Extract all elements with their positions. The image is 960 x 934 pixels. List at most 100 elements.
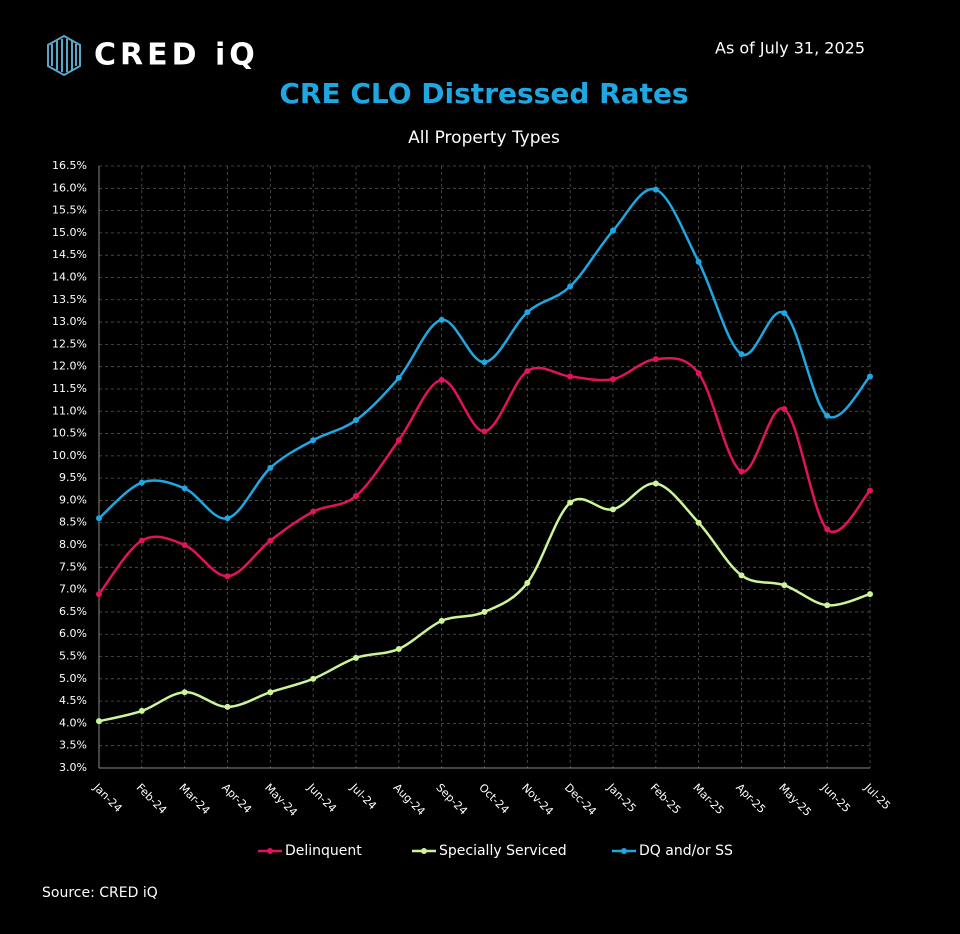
point bbox=[267, 689, 274, 696]
y-tick-label: 7.0% bbox=[59, 583, 87, 596]
point bbox=[395, 374, 402, 381]
point bbox=[138, 537, 145, 544]
legend-marker bbox=[267, 848, 273, 854]
point bbox=[867, 373, 873, 380]
point bbox=[567, 283, 574, 290]
legend-label: Specially Serviced bbox=[439, 843, 567, 859]
point bbox=[138, 479, 145, 486]
point bbox=[567, 499, 574, 506]
y-tick-label: 13.5% bbox=[52, 293, 87, 306]
y-tick-label: 6.5% bbox=[59, 605, 87, 618]
y-tick-label: 12.0% bbox=[52, 360, 87, 373]
as-of: As of July 31, 2025 bbox=[715, 39, 865, 58]
point bbox=[524, 579, 531, 586]
point bbox=[695, 258, 702, 265]
point bbox=[481, 359, 488, 366]
point bbox=[781, 310, 788, 317]
y-tick-label: 14.0% bbox=[52, 270, 87, 283]
y-tick-label: 6.0% bbox=[59, 627, 87, 640]
point bbox=[438, 316, 445, 323]
point bbox=[781, 582, 788, 589]
point bbox=[181, 689, 188, 696]
y-tick-label: 13.0% bbox=[52, 315, 87, 328]
point bbox=[395, 645, 402, 652]
point bbox=[224, 573, 231, 580]
point bbox=[310, 508, 317, 515]
point bbox=[610, 506, 616, 513]
logo-icon bbox=[47, 34, 81, 77]
point bbox=[96, 515, 102, 522]
point bbox=[652, 356, 659, 363]
y-tick-label: 15.5% bbox=[52, 204, 87, 217]
point bbox=[438, 377, 445, 384]
y-tick-label: 5.5% bbox=[59, 650, 87, 663]
source: Source: CRED iQ bbox=[42, 885, 158, 901]
y-tick-label: 11.0% bbox=[52, 404, 87, 417]
y-tick-label: 5.0% bbox=[59, 672, 87, 685]
point bbox=[181, 485, 188, 492]
y-tick-label: 15.0% bbox=[52, 226, 87, 239]
point bbox=[781, 406, 788, 413]
point bbox=[824, 412, 831, 419]
point bbox=[610, 376, 616, 383]
chart-subtitle: All Property Types bbox=[408, 128, 560, 148]
point bbox=[96, 591, 102, 598]
y-tick-label: 16.5% bbox=[52, 159, 87, 172]
point bbox=[96, 718, 102, 725]
point bbox=[395, 437, 402, 444]
point bbox=[652, 186, 659, 193]
point bbox=[481, 608, 488, 615]
y-tick-label: 11.5% bbox=[52, 382, 87, 395]
y-tick-label: 4.0% bbox=[59, 716, 87, 729]
y-tick-label: 16.0% bbox=[52, 181, 87, 194]
y-tick-label: 10.5% bbox=[52, 427, 87, 440]
point bbox=[738, 351, 745, 358]
y-tick-label: 14.5% bbox=[52, 248, 87, 261]
point bbox=[652, 480, 659, 487]
point bbox=[481, 428, 488, 435]
point bbox=[867, 591, 873, 598]
y-tick-label: 12.5% bbox=[52, 337, 87, 350]
point bbox=[353, 492, 359, 499]
point bbox=[824, 526, 831, 533]
legend-label: DQ and/or SS bbox=[639, 843, 733, 859]
point bbox=[738, 468, 745, 475]
point bbox=[310, 675, 317, 682]
chart-title: CRE CLO Distressed Rates bbox=[279, 77, 688, 110]
point bbox=[610, 227, 616, 234]
point bbox=[524, 309, 531, 316]
point bbox=[138, 707, 145, 714]
y-tick-label: 8.5% bbox=[59, 516, 87, 529]
point bbox=[267, 537, 274, 544]
line bbox=[98, 356, 871, 595]
y-tick-label: 10.0% bbox=[52, 449, 87, 462]
point bbox=[353, 417, 359, 424]
point bbox=[738, 572, 745, 579]
y-tick-label: 3.0% bbox=[59, 761, 87, 774]
point bbox=[867, 487, 873, 494]
point bbox=[224, 515, 231, 522]
point bbox=[267, 464, 274, 471]
y-tick-label: 4.5% bbox=[59, 694, 87, 707]
point bbox=[824, 602, 831, 609]
legend-marker bbox=[621, 848, 627, 854]
point bbox=[438, 617, 445, 624]
line bbox=[98, 187, 871, 520]
y-tick-label: 7.5% bbox=[59, 560, 87, 573]
y-tick-label: 9.0% bbox=[59, 493, 87, 506]
point bbox=[224, 703, 231, 710]
point bbox=[353, 654, 359, 661]
point bbox=[310, 437, 317, 444]
point bbox=[181, 542, 188, 549]
point bbox=[524, 368, 531, 375]
y-tick-label: 8.0% bbox=[59, 538, 87, 551]
brand: CRED iQ bbox=[94, 38, 259, 73]
y-tick-label: 9.5% bbox=[59, 471, 87, 484]
point bbox=[695, 370, 702, 377]
point bbox=[567, 373, 574, 380]
y-tick-label: 3.5% bbox=[59, 739, 87, 752]
legend-marker bbox=[421, 848, 427, 854]
legend-label: Delinquent bbox=[285, 843, 362, 859]
